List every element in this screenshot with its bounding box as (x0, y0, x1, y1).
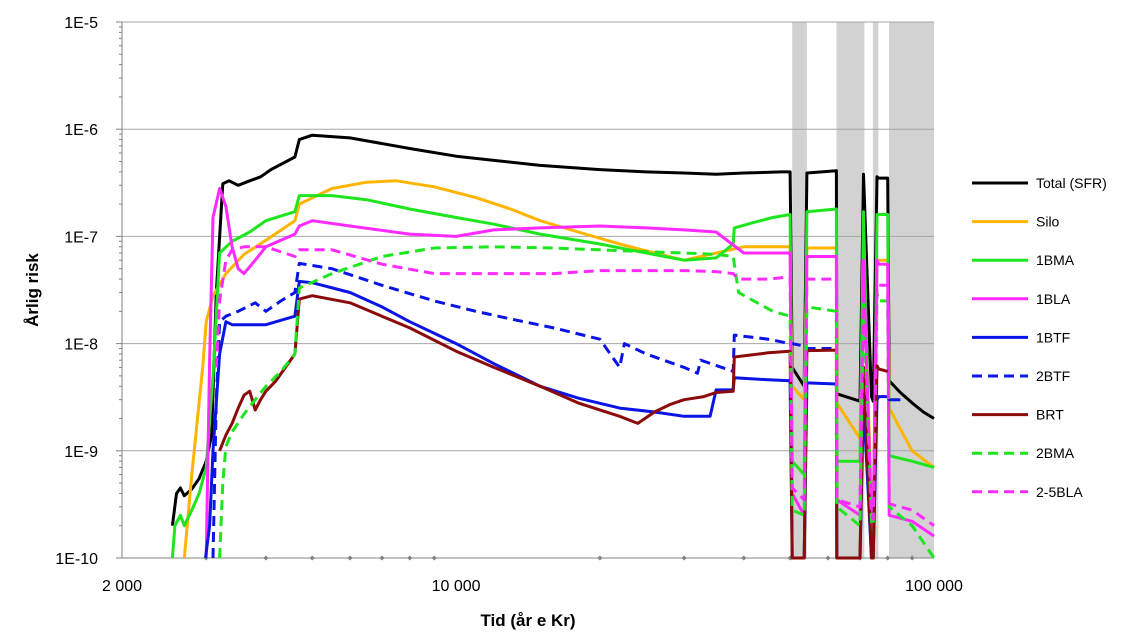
shaded-interval-3 (888, 22, 934, 558)
y-tick-label: 1E-6 (64, 122, 98, 139)
series-line-2btf (211, 261, 837, 559)
series-line-1bma (170, 194, 935, 560)
x-minor-tick (347, 555, 353, 561)
legend-label: Total (SFR) (1036, 175, 1107, 191)
x-tick-label: 100 000 (905, 578, 963, 595)
x-axis-title: Tid (år e Kr) (480, 611, 575, 630)
x-minor-tick (309, 555, 315, 561)
tick-labels: 1E-10 1E-9 1E-8 1E-7 1E-6 1E-5 2 000 10 000 100 … (55, 15, 963, 595)
y-tick-label: 1E-9 (64, 444, 98, 461)
x-minor-tick (407, 555, 413, 561)
series-lines (170, 133, 936, 560)
x-minor-tick (681, 555, 687, 561)
x-tick-label: 10 000 (432, 578, 481, 595)
x-minor-tick (597, 555, 603, 561)
y-axis-title: Årlig risk (23, 253, 42, 327)
legend-label: 1BTF (1036, 329, 1070, 345)
series-line-2-5bla (214, 245, 935, 527)
legend-label: 2-5BLA (1036, 484, 1083, 500)
series-line-1bla (204, 187, 935, 559)
x-minor-tick (885, 555, 891, 561)
y-tick-label: 1E-10 (55, 551, 98, 568)
legend-label: 2BTF (1036, 368, 1070, 384)
legend-label: 2BMA (1036, 445, 1075, 461)
y-tick-label: 1E-8 (64, 337, 98, 354)
x-minor-tick (909, 555, 915, 561)
x-tick-label: 2 000 (102, 578, 142, 595)
legend-label: Silo (1036, 214, 1060, 230)
legend: Total (SFR) Silo 1BMA 1BLA 1BTF 2BTF BRT 2BMA 2-… (972, 175, 1107, 500)
axes (116, 21, 934, 561)
series-line-total-sfr- (170, 133, 935, 526)
x-minor-tick (263, 555, 269, 561)
x-minor-tick (431, 555, 437, 561)
legend-label: 1BMA (1036, 252, 1075, 268)
x-minor-tick (741, 555, 747, 561)
series-line-brt (218, 294, 889, 560)
y-tick-label: 1E-7 (64, 229, 98, 246)
x-minor-tick (825, 555, 831, 561)
legend-label: BRT (1036, 407, 1064, 423)
legend-label: 1BLA (1036, 291, 1071, 307)
x-minor-tick (379, 555, 385, 561)
y-tick-label: 1E-5 (64, 15, 98, 32)
shaded-interval-0 (792, 22, 807, 558)
